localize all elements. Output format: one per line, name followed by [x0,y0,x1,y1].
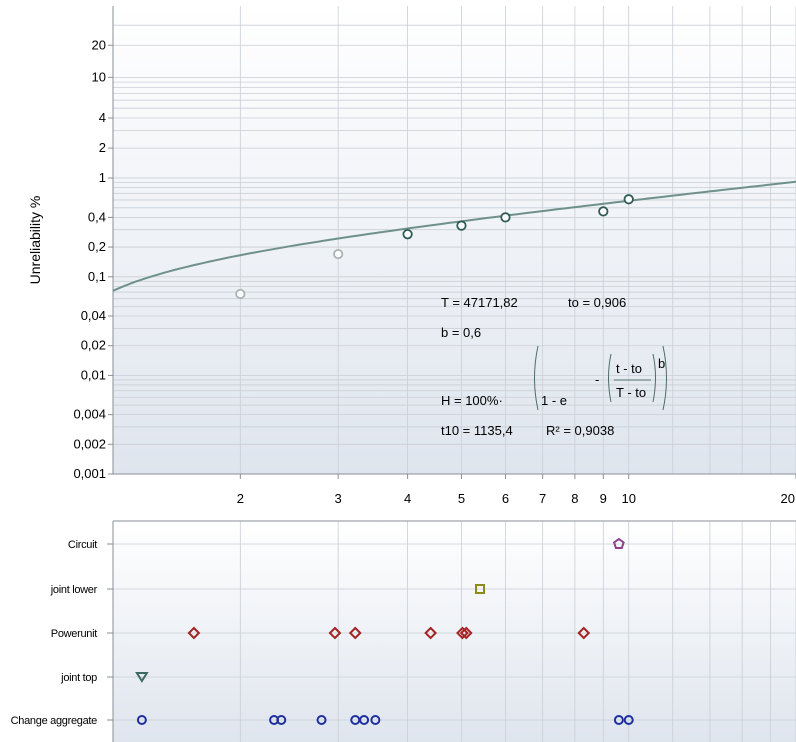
weibull-fit-curve [112,180,796,292]
x-tick-label: 20 [781,491,795,506]
t0-parameter: to = 0,906 [568,295,626,310]
event-markers [135,537,634,725]
x-tick-label: 4 [404,491,411,506]
x-tick-labels: 2 3 4 5 6 7 8 9 10 20 [237,474,796,506]
category-label: Change aggregate [11,715,98,727]
x-tick-label: 7 [539,491,546,506]
event-plot-area [113,521,796,742]
data-point [333,248,344,260]
formula-inner: 1 - e [541,393,567,408]
y-tick-label: 0,02 [81,338,106,353]
event-marker-circle [136,715,147,725]
x-tick-label: 9 [600,491,607,506]
category-label: joint top [60,672,97,684]
inner-paren-right [652,353,656,403]
event-marker-pentagon [612,537,625,549]
failure-points [235,194,634,300]
r-squared-value: R² = 0,9038 [546,423,614,438]
t-parameter: T = 47171,82 [441,295,518,310]
category-label: Powerunit [51,628,97,640]
event-marker-circle [623,715,634,725]
b-parameter: b = 0,6 [441,325,481,340]
inner-paren-left [608,353,612,403]
event-marker-diamond [328,626,342,640]
event-marker-diamond [456,626,469,640]
x-tick-label: 2 [237,491,244,506]
y-tick-label: 0,002 [73,436,106,451]
x-tick-label: 8 [571,491,578,506]
y-tick-label: 0,004 [73,407,106,422]
x-tick-label: 3 [335,491,342,506]
data-point [402,229,413,240]
event-marker-square [475,584,486,594]
data-point [456,220,467,231]
event-marker-diamond [424,626,438,640]
data-point [598,206,609,217]
y-tick-label: 0,001 [73,466,106,481]
category-label: joint lower [50,584,98,596]
y-tick-label: 0,04 [81,308,106,323]
data-point [500,212,511,223]
outer-paren-right [662,345,667,411]
category-labels: Circuit joint lower Powerunit joint top Chan… [11,539,113,727]
y-tick-label: 20 [92,37,106,52]
y-tick-label: 1 [99,170,106,185]
event-marker-circle [359,715,370,725]
event-marker-circle [370,715,381,725]
event-marker-diamond [348,626,362,640]
y-tick-label: 0,1 [88,269,106,284]
x-tick-label: 5 [458,491,465,506]
data-point [623,194,634,205]
y-tick-labels: 0,001 0,002 0,004 0,01 0,02 0,04 0,1 0,2 0,4 1 2 4 1… [73,37,113,481]
y-axis-label: Unreliability % [27,196,43,285]
category-label: Circuit [68,539,97,551]
x-tick-label: 10 [621,491,635,506]
outer-paren-left [534,345,539,411]
exponent-b: b [658,356,665,371]
y-tick-label: 2 [99,140,106,155]
fraction-denominator: T - to [616,385,646,400]
event-marker-triangle [135,672,149,683]
x-tick-label: 6 [502,491,509,506]
event-marker-circle [316,715,327,725]
fraction-numerator: t - to [616,361,642,376]
y-tick-label: 0,4 [88,209,106,224]
formula-box: T = 47171,82 to = 0,906 b = 0,6 H = 100%… [441,295,667,438]
y-tick-label: 10 [92,69,106,84]
event-marker-circle [276,715,287,725]
event-marker-diamond [187,626,201,640]
event-marker-circle [613,715,624,725]
exponent-sign: - [595,372,599,387]
y-tick-label: 4 [99,110,106,125]
t10-value: t10 = 1135,4 [441,423,513,438]
formula-prefix: H = 100%· [441,393,503,408]
data-point [235,288,246,300]
probability-plot-area [113,6,796,474]
y-tick-label: 0,2 [88,239,106,254]
y-tick-label: 0,01 [81,367,106,382]
probability-grid [113,6,796,474]
event-marker-diamond [577,626,591,640]
event-marker-diamond [459,626,473,640]
